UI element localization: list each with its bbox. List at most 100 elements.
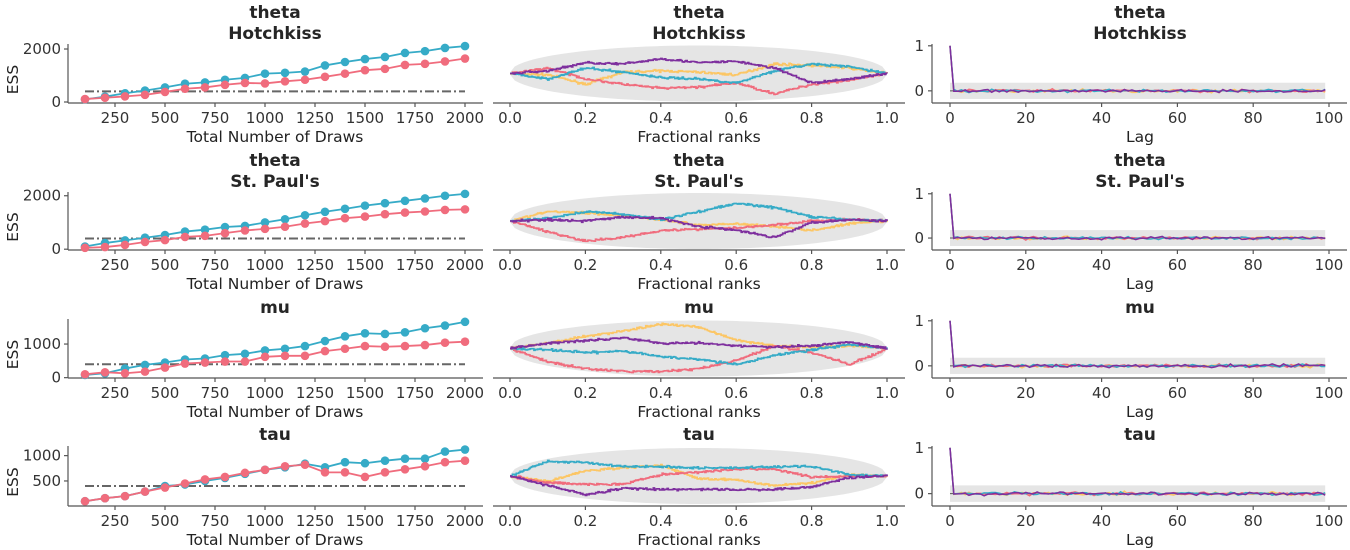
ess-point — [340, 332, 350, 341]
x-tick-label: 500 — [151, 109, 180, 127]
x-tick-label: 500 — [151, 512, 180, 530]
ess-point — [80, 243, 90, 253]
x-tick-label: 100 — [1315, 512, 1344, 530]
x-tick-label: 2000 — [446, 256, 484, 274]
rank-ecdf-line — [510, 463, 888, 487]
y-tick-label: 0 — [914, 485, 924, 503]
y-tick-label: 0 — [51, 369, 61, 387]
x-tick-label: 60 — [1168, 109, 1187, 127]
rank-ecdf-line — [510, 322, 887, 350]
ess-point — [440, 43, 450, 53]
ess-point — [280, 461, 290, 471]
ess-panel-3: tau ESS 500 1000 250 500 750 1000 1250 1500 1750 20… — [4, 425, 484, 549]
ess-point — [420, 46, 430, 56]
rank-ecdf-line — [510, 474, 888, 497]
x-tick-label: 20 — [1016, 512, 1035, 530]
panel-title: theta — [1114, 3, 1165, 23]
x-tick-label: 1750 — [396, 256, 434, 274]
ess-point — [280, 214, 290, 224]
ess-point — [160, 235, 170, 245]
x-tick-label: 0.6 — [724, 512, 748, 530]
y-tick-label: 1000 — [23, 335, 61, 353]
ess-point — [460, 205, 470, 214]
ess-point — [340, 69, 350, 78]
rank-ecdf-line — [510, 57, 888, 85]
ess-point — [380, 456, 390, 465]
ess-point — [340, 204, 350, 214]
ess-point — [380, 52, 390, 62]
x-tick-label: 1.0 — [875, 109, 899, 127]
x-tick-label: 0.2 — [573, 384, 597, 402]
x-tick-label: 250 — [101, 109, 130, 127]
ess-point — [260, 224, 270, 234]
x-tick-label: 100 — [1315, 384, 1344, 402]
x-tick-label: 500 — [151, 256, 180, 274]
ess-point — [100, 242, 110, 252]
panel-title: tau — [259, 425, 291, 445]
panel-subtitle: Hotchkiss — [652, 24, 746, 44]
y-tick-label: 0 — [51, 93, 61, 111]
x-tick-label: 40 — [1092, 512, 1111, 530]
x-tick-label: 0.0 — [498, 512, 522, 530]
panel-subtitle: Hotchkiss — [1093, 24, 1187, 44]
ess-point — [240, 349, 250, 359]
rank-ecdf-line — [510, 215, 888, 239]
y-axis-label: ESS — [4, 340, 22, 369]
x-tick-label: 0.2 — [573, 109, 597, 127]
rank-ecdf-line — [510, 459, 888, 478]
uniformity-band — [510, 320, 887, 377]
panel-title: theta — [673, 151, 724, 171]
x-tick-label: 2000 — [446, 384, 484, 402]
ess-point — [320, 72, 330, 82]
ess-point — [160, 363, 170, 372]
ess-point — [380, 468, 390, 477]
ess-point — [300, 75, 310, 85]
x-tick-label: 40 — [1092, 256, 1111, 274]
ess-point — [440, 191, 450, 201]
y-tick-label: 1 — [914, 185, 924, 203]
x-tick-label: 2000 — [446, 512, 484, 530]
ess-point — [440, 457, 450, 467]
x-tick-label: 0.4 — [649, 384, 673, 402]
ess-point — [360, 54, 370, 64]
ess-point — [440, 321, 450, 330]
x-tick-label: 0.2 — [573, 256, 597, 274]
ess-point — [440, 57, 450, 66]
x-tick-label: 1250 — [296, 512, 334, 530]
ess-point — [340, 344, 350, 354]
rank-ecdf-line — [510, 336, 888, 350]
ess-point — [380, 64, 390, 74]
ess-panel-2: mu ESS 0 1000 250 500 750 1000 1250 1500 1750 2000 T… — [4, 298, 484, 421]
panel-subtitle: St. Paul's — [1095, 172, 1184, 192]
ess-point — [260, 346, 270, 355]
y-axis-label: ESS — [4, 467, 22, 496]
rank-ecdf-line — [510, 202, 887, 223]
y-tick-label: 1 — [914, 439, 924, 457]
ess-point — [140, 360, 150, 370]
ess-point — [300, 341, 310, 351]
ess-point — [380, 329, 390, 339]
x-tick-label: 60 — [1168, 384, 1187, 402]
ess-point — [400, 465, 410, 474]
ess-point — [280, 222, 290, 232]
ess-point — [180, 359, 190, 368]
y-tick-label: 0 — [51, 240, 61, 258]
ess-point — [320, 336, 330, 346]
ess-point — [400, 327, 410, 337]
ess-point — [240, 357, 250, 366]
x-tick-label: 1500 — [346, 512, 384, 530]
y-axis-label: ESS — [4, 65, 22, 94]
ess-point — [460, 317, 470, 327]
x-tick-label: 60 — [1168, 256, 1187, 274]
x-tick-label: 1750 — [396, 512, 434, 530]
panel-subtitle: St. Paul's — [654, 172, 743, 192]
ess-point — [280, 77, 290, 86]
ess-point — [460, 189, 470, 199]
ess-point — [100, 93, 110, 103]
ess-point — [360, 328, 370, 338]
ess-point — [300, 219, 310, 228]
rank-panel-2: mu 0.0 0.2 0.4 0.6 0.8 1.0 Fractional ranks — [493, 298, 905, 421]
ess-point — [320, 61, 330, 70]
